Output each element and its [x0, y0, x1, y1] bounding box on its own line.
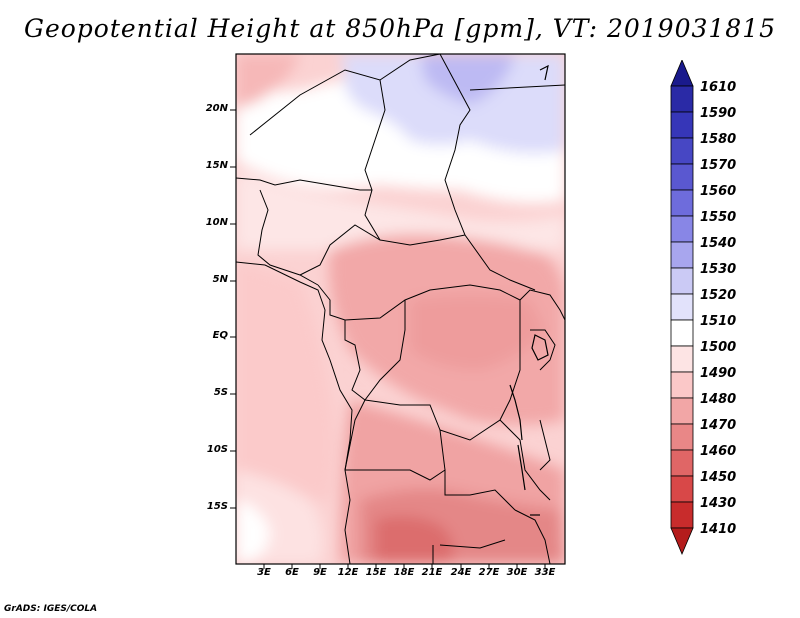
- colorbar-cell: [670, 215, 694, 243]
- colorbar-cell: [670, 111, 694, 139]
- colorbar-cell: [670, 189, 694, 217]
- colorbar-label: 1470: [700, 418, 737, 433]
- plot-title: Geopotential Height at 850hPa [gpm], VT:…: [23, 14, 777, 43]
- lon-label: 12E: [337, 567, 359, 578]
- grads-credit: GrADS: IGES/COLA: [4, 604, 98, 614]
- colorbar-cell: [670, 293, 694, 321]
- colorbar-cell: [670, 501, 694, 529]
- lat-label: EQ: [212, 330, 228, 341]
- colorbar-cell: [670, 267, 694, 295]
- colorbar-label: 1540: [700, 236, 737, 251]
- lat-label: 15N: [205, 160, 228, 171]
- colorbar-label: 1580: [700, 132, 737, 147]
- colorbar-cell: [670, 475, 694, 503]
- height-field: [236, 54, 565, 564]
- colorbar-label: 1480: [700, 392, 737, 407]
- colorbar-cell: [670, 397, 694, 425]
- colorbar-cell: [670, 85, 694, 113]
- lon-label: 15E: [365, 567, 387, 578]
- lat-label: 5S: [213, 387, 228, 398]
- lon-label: 33E: [534, 567, 556, 578]
- lat-label: 15S: [206, 501, 228, 512]
- colorbar-label: 1550: [700, 210, 737, 225]
- colorbar-cell: [670, 163, 694, 191]
- colorbar-label: 1510: [700, 314, 737, 329]
- colorbar-cell: [670, 137, 694, 165]
- colorbar-label: 1430: [700, 496, 737, 511]
- colorbar-label: 1410: [700, 522, 737, 537]
- lat-label: 10S: [206, 444, 228, 455]
- colorbar-label: 1610: [700, 80, 737, 95]
- lon-label: 24E: [450, 567, 472, 578]
- colorbar-cell: [670, 60, 694, 87]
- colorbar: [670, 60, 694, 556]
- colorbar-cell: [670, 527, 694, 556]
- lat-label: 20N: [205, 103, 228, 114]
- lon-label: 27E: [478, 567, 500, 578]
- colorbar-label: 1570: [700, 158, 737, 173]
- colorbar-label: 1450: [700, 470, 737, 485]
- colorbar-label: 1560: [700, 184, 737, 199]
- colorbar-label: 1490: [700, 366, 737, 381]
- colorbar-label: 1530: [700, 262, 737, 277]
- colorbar-label: 1520: [700, 288, 737, 303]
- lat-label: 5N: [212, 274, 228, 285]
- colorbar-label: 1590: [700, 106, 737, 121]
- colorbar-cell: [670, 371, 694, 399]
- lon-label: 30E: [506, 567, 528, 578]
- colorbar-label: 1460: [700, 444, 737, 459]
- colorbar-cell: [670, 319, 694, 347]
- lon-label: 6E: [285, 567, 299, 578]
- colorbar-cell: [670, 345, 694, 373]
- colorbar-cell: [670, 241, 694, 269]
- lon-label: 18E: [393, 567, 415, 578]
- lat-label: 10N: [205, 217, 228, 228]
- colorbar-cell: [670, 423, 694, 451]
- lon-label: 3E: [257, 567, 271, 578]
- lon-label: 9E: [313, 567, 327, 578]
- lon-label: 21E: [421, 567, 443, 578]
- colorbar-cell: [670, 449, 694, 477]
- colorbar-label: 1500: [700, 340, 737, 355]
